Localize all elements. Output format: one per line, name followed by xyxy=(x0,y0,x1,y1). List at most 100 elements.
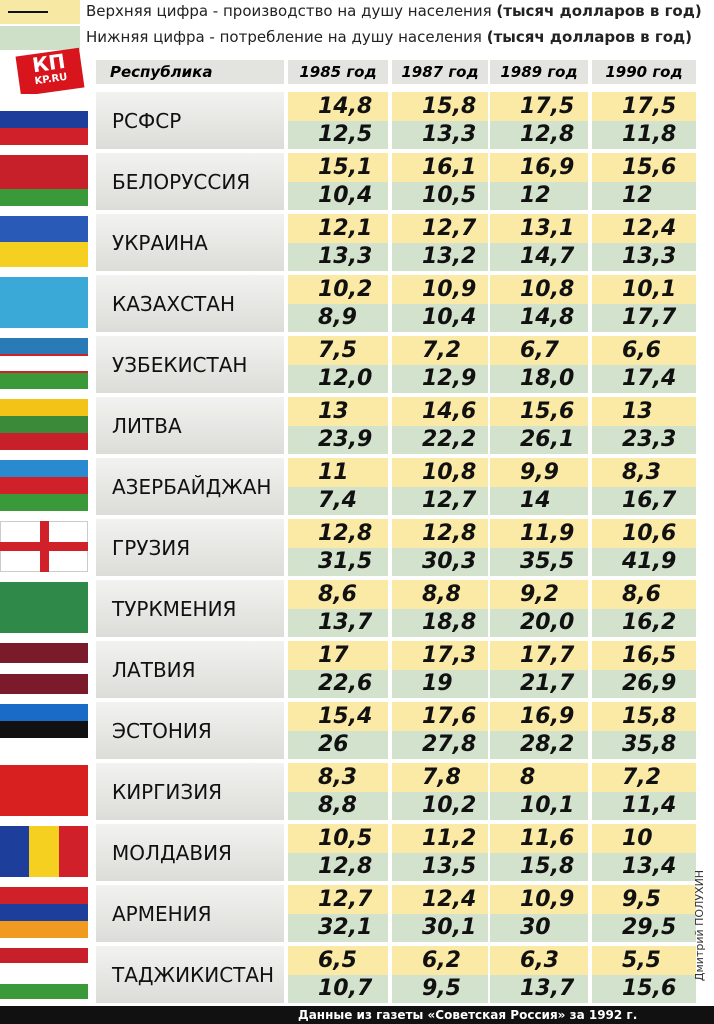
consumption-value: 12,8 xyxy=(288,853,388,881)
production-value: 10,2 xyxy=(288,275,388,304)
production-value: 17,7 xyxy=(490,641,588,670)
production-value: 7,2 xyxy=(392,336,488,365)
production-value: 17,5 xyxy=(490,92,588,121)
republic-name: ЛИТВА xyxy=(96,397,284,454)
flag xyxy=(0,94,88,145)
flag xyxy=(0,155,88,206)
production-value: 6,5 xyxy=(288,946,388,975)
consumption-value: 12 xyxy=(490,182,588,210)
consumption-value: 29,5 xyxy=(592,914,696,942)
consumption-value: 8,8 xyxy=(288,792,388,820)
consumption-value: 22,6 xyxy=(288,670,388,698)
republic-name: УЗБЕКИСТАН xyxy=(96,336,284,393)
consumption-value: 14,8 xyxy=(490,304,588,332)
consumption-value: 13,3 xyxy=(592,243,696,271)
consumption-value: 30,3 xyxy=(392,548,488,576)
consumption-value: 17,7 xyxy=(592,304,696,332)
legend-arrow xyxy=(8,11,48,13)
consumption-value: 21,7 xyxy=(490,670,588,698)
production-value: 17,3 xyxy=(392,641,488,670)
production-value: 17 xyxy=(288,641,388,670)
production-value: 11,9 xyxy=(490,519,588,548)
consumption-value: 12,9 xyxy=(392,365,488,393)
republic-name: КАЗАХСТАН xyxy=(96,275,284,332)
consumption-value: 22,2 xyxy=(392,426,488,454)
consumption-value: 27,8 xyxy=(392,731,488,759)
republic-name: АЗЕРБАЙДЖАН xyxy=(96,458,284,515)
consumption-value: 15,8 xyxy=(490,853,588,881)
production-value: 10,8 xyxy=(490,275,588,304)
production-value: 10 xyxy=(592,824,696,853)
consumption-value: 10,2 xyxy=(392,792,488,820)
production-value: 12,7 xyxy=(392,214,488,243)
consumption-value: 30 xyxy=(490,914,588,942)
production-value: 7,8 xyxy=(392,763,488,792)
consumption-value: 10,5 xyxy=(392,182,488,210)
consumption-value: 30,1 xyxy=(392,914,488,942)
flag xyxy=(0,277,88,328)
consumption-value: 12,8 xyxy=(490,121,588,149)
consumption-value: 20,0 xyxy=(490,609,588,637)
consumption-value: 14 xyxy=(490,487,588,515)
consumption-value: 32,1 xyxy=(288,914,388,942)
consumption-value: 13,2 xyxy=(392,243,488,271)
production-value: 8,6 xyxy=(592,580,696,609)
production-value: 16,9 xyxy=(490,153,588,182)
consumption-value: 31,5 xyxy=(288,548,388,576)
consumption-value: 12,7 xyxy=(392,487,488,515)
consumption-value: 12 xyxy=(592,182,696,210)
production-value: 13 xyxy=(592,397,696,426)
production-value: 11,2 xyxy=(392,824,488,853)
legend-bottom: Нижняя цифра - потребление на душу насел… xyxy=(86,28,693,46)
republic-name: УКРАИНА xyxy=(96,214,284,271)
production-value: 15,4 xyxy=(288,702,388,731)
republic-name: ТАДЖИКИСТАН xyxy=(96,946,284,1003)
consumption-value: 18,0 xyxy=(490,365,588,393)
republic-name: РСФСР xyxy=(96,92,284,149)
production-value: 7,2 xyxy=(592,763,696,792)
flag xyxy=(0,582,88,633)
production-value: 12,1 xyxy=(288,214,388,243)
consumption-value: 10,4 xyxy=(288,182,388,210)
consumption-value: 13,7 xyxy=(288,609,388,637)
credit-box: Дмитрий ПОЛУХИН xyxy=(688,869,712,981)
flag xyxy=(0,826,88,877)
republic-name: БЕЛОРУССИЯ xyxy=(96,153,284,210)
consumption-value: 41,9 xyxy=(592,548,696,576)
production-value: 13,1 xyxy=(490,214,588,243)
production-value: 8,6 xyxy=(288,580,388,609)
logo: КП KP.RU xyxy=(15,47,85,97)
production-value: 16,5 xyxy=(592,641,696,670)
republic-name: ЭСТОНИЯ xyxy=(96,702,284,759)
flag xyxy=(0,643,88,694)
consumption-value: 18,8 xyxy=(392,609,488,637)
production-value: 16,1 xyxy=(392,153,488,182)
production-value: 11 xyxy=(288,458,388,487)
production-value: 8,3 xyxy=(592,458,696,487)
consumption-value: 12,5 xyxy=(288,121,388,149)
republic-name: МОЛДАВИЯ xyxy=(96,824,284,881)
credit: Дмитрий ПОЛУХИН xyxy=(693,869,707,981)
production-value: 10,8 xyxy=(392,458,488,487)
flag xyxy=(0,704,88,755)
header-cell: Республика xyxy=(96,60,284,84)
production-value: 9,9 xyxy=(490,458,588,487)
legend-top: Верхняя цифра - производство на душу нас… xyxy=(86,2,702,20)
flag xyxy=(0,338,88,389)
consumption-value: 16,7 xyxy=(592,487,696,515)
consumption-value: 23,9 xyxy=(288,426,388,454)
production-value: 15,8 xyxy=(392,92,488,121)
production-value: 8,3 xyxy=(288,763,388,792)
republic-name: ГРУЗИЯ xyxy=(96,519,284,576)
republic-name: АРМЕНИЯ xyxy=(96,885,284,942)
production-value: 16,9 xyxy=(490,702,588,731)
production-value: 10,5 xyxy=(288,824,388,853)
consumption-value: 26,9 xyxy=(592,670,696,698)
production-value: 5,5 xyxy=(592,946,696,975)
consumption-value: 35,5 xyxy=(490,548,588,576)
consumption-value: 17,4 xyxy=(592,365,696,393)
flag xyxy=(0,399,88,450)
production-value: 9,2 xyxy=(490,580,588,609)
consumption-value: 10,7 xyxy=(288,975,388,1003)
